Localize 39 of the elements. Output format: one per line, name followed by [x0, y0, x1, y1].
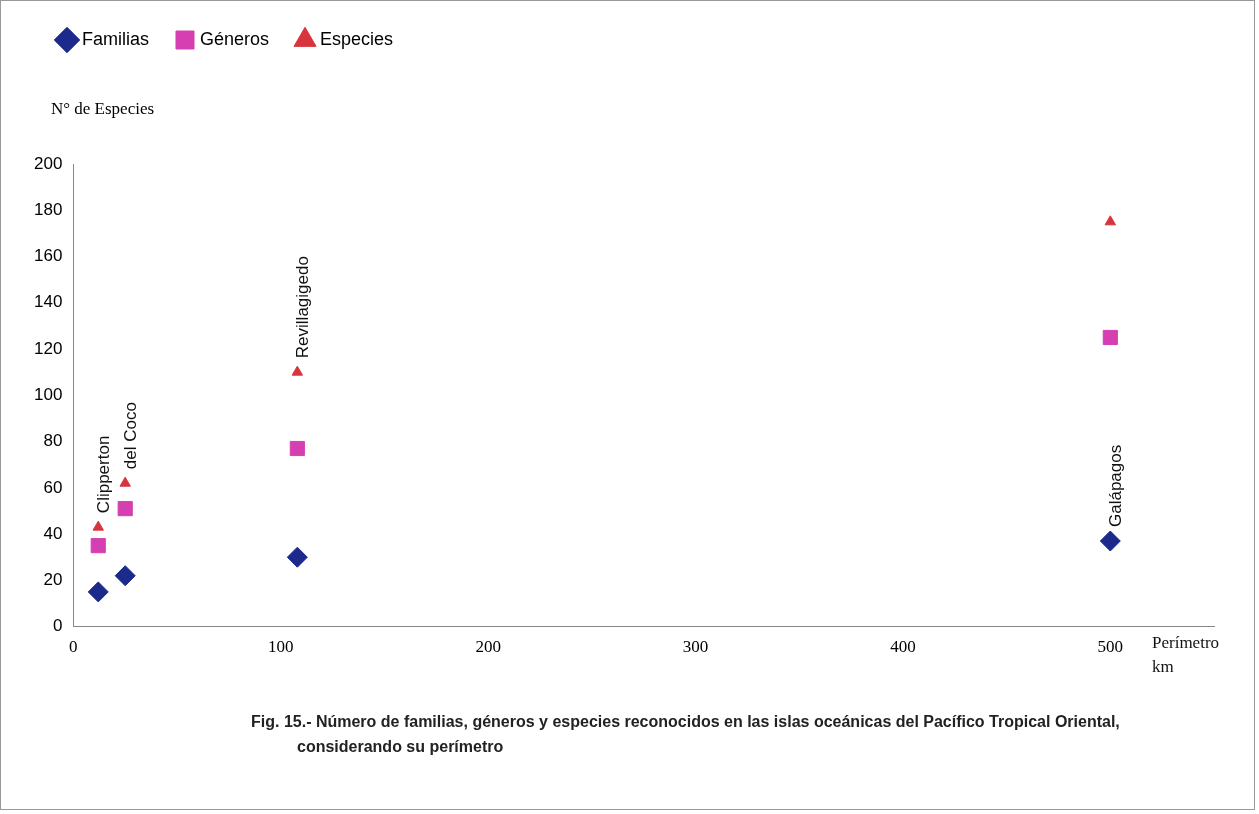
legend-label: Familias	[82, 28, 150, 49]
point	[117, 501, 133, 517]
point	[286, 546, 308, 568]
point	[114, 565, 136, 587]
y-axis-title: N° de Especies	[51, 99, 155, 119]
y-tick-label: 40	[43, 523, 63, 543]
annotation: Revillagigedo	[293, 256, 313, 359]
point	[90, 538, 106, 554]
point	[119, 476, 131, 487]
x-tick-label: 200	[475, 637, 501, 657]
y-tick-label: 80	[43, 431, 63, 451]
x-tick-label: 300	[682, 637, 709, 657]
legend-label: Especies	[320, 28, 394, 49]
x-tick-label: 500	[1097, 637, 1124, 657]
y-tick-label: 140	[33, 292, 63, 312]
annotation: Galápagos	[1105, 444, 1125, 528]
y-tick-label: 100	[33, 384, 63, 404]
legend-label: Géneros	[200, 28, 270, 49]
point	[87, 581, 109, 603]
point	[92, 520, 104, 531]
x-tick-label: 100	[268, 637, 294, 657]
caption: Fig. 15.- Número de familias, géneros y especies reconocidos en las islas oceánicas del Pacífico Tropical Oriental, considerando su perímetro	[251, 712, 1121, 757]
y-tick-label: 60	[43, 477, 63, 497]
point	[1104, 215, 1116, 226]
annotation: del Coco	[120, 402, 140, 470]
x-tick-label: 400	[890, 637, 916, 657]
y-tick-label: 200	[33, 153, 63, 173]
y-tick-label: 20	[43, 570, 63, 590]
y-tick-label: 0	[52, 616, 63, 636]
point	[289, 440, 305, 457]
y-tick-label: 120	[33, 338, 63, 358]
y-tick-label: 160	[33, 246, 63, 266]
point	[1102, 329, 1118, 346]
point	[1099, 530, 1121, 552]
x-axis-title: Perímetro km	[1152, 632, 1220, 676]
annotation: Clipperton	[93, 435, 113, 514]
point	[291, 365, 304, 376]
y-tick-label: 180	[33, 199, 63, 219]
x-tick-label: 0	[69, 637, 78, 657]
